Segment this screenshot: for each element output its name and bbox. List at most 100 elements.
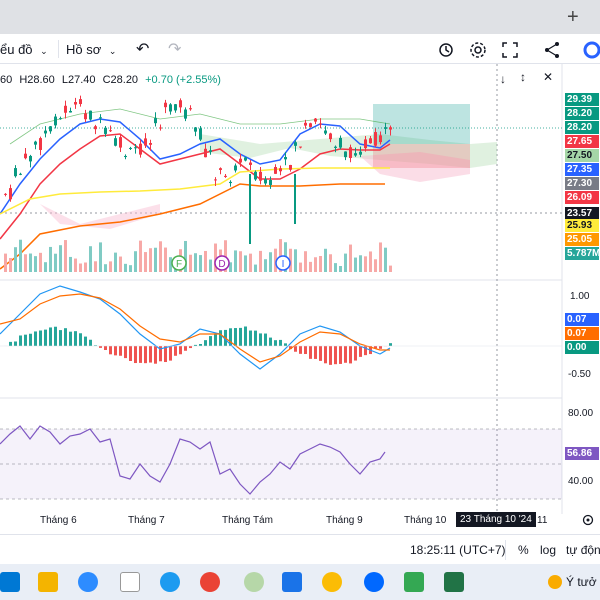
macd-histogram-bar — [124, 346, 127, 359]
arrow-down-icon[interactable]: ↓ — [500, 72, 506, 86]
volume-bar — [49, 246, 52, 272]
candle-body — [74, 102, 77, 105]
fullscreen-icon[interactable] — [500, 40, 520, 60]
candle-body — [99, 117, 102, 119]
price-label: 29.39 — [565, 93, 599, 106]
volume-bar — [304, 251, 307, 272]
volume-bar — [44, 262, 47, 272]
candle-body — [34, 141, 37, 145]
macd-histogram-bar — [209, 336, 212, 346]
ma-yellow-line — [0, 167, 390, 215]
price-label: 28.20 — [565, 121, 599, 134]
profile-menu[interactable]: Hồ sơ ⌄ — [66, 40, 116, 60]
new-tab-button[interactable]: + — [567, 6, 579, 28]
log-toggle[interactable]: log — [540, 543, 557, 557]
volume-bar — [339, 265, 342, 272]
candle-body — [184, 109, 187, 119]
candle-body — [44, 130, 47, 134]
macd-value-label: 0.07 — [565, 327, 599, 340]
windows-start-icon[interactable] — [0, 572, 20, 592]
undo-icon[interactable]: ↶ — [136, 41, 150, 58]
rsi-line — [0, 425, 386, 495]
gear-icon[interactable] — [468, 40, 488, 60]
event-marker-f[interactable]: F — [171, 255, 187, 271]
candle-body — [189, 108, 192, 110]
volume-bar — [184, 240, 187, 272]
event-marker-d[interactable]: D — [214, 255, 230, 271]
candle-body — [289, 164, 292, 170]
volume-bar — [189, 254, 192, 272]
volume-bar — [269, 252, 272, 272]
candle-body — [119, 137, 122, 148]
volume-bar — [349, 244, 352, 272]
candle-body — [349, 147, 352, 159]
macd-histogram-bar — [89, 339, 92, 346]
volume-bar — [334, 263, 337, 272]
volume-bar — [314, 257, 317, 272]
volume-bar — [379, 242, 382, 272]
candle-body — [234, 165, 237, 171]
candle-body — [294, 142, 297, 146]
zalo-icon[interactable] — [364, 572, 384, 592]
macd-histogram-bar — [299, 346, 302, 354]
macd-histogram-bar — [274, 340, 277, 346]
price-label: 27.35 — [565, 163, 599, 176]
edge-icon[interactable] — [160, 572, 180, 592]
long-position-profit-zone[interactable] — [373, 104, 470, 144]
candle-body — [334, 146, 337, 148]
legend-change: +0.70 (+2.55%) — [145, 74, 221, 86]
file-explorer-icon[interactable] — [38, 572, 58, 592]
auto-toggle[interactable]: tự động — [566, 543, 600, 557]
macd-histogram-bar — [104, 346, 107, 351]
zoom-icon[interactable] — [78, 572, 98, 592]
macd-histogram-bar — [54, 326, 57, 346]
volume-bar — [199, 255, 202, 272]
volume-bar — [144, 252, 147, 272]
weather-text[interactable]: Ý tưở — [566, 575, 597, 589]
macd-histogram-bar — [319, 346, 322, 361]
candle-body — [264, 179, 267, 184]
legend-high: H28.60 — [19, 74, 55, 86]
candle-body — [309, 123, 312, 127]
chrome-profile-icon[interactable] — [322, 572, 342, 592]
candle-body — [224, 175, 227, 177]
price-label: 27.30 — [565, 177, 599, 190]
excel-icon[interactable] — [444, 572, 464, 592]
share-icon[interactable] — [542, 40, 562, 60]
chart-menu[interactable]: ểu đồ ⌄ — [0, 40, 48, 60]
candle-body — [4, 193, 7, 195]
volume-bar — [139, 240, 142, 272]
candle-body — [229, 181, 232, 184]
volume-bar — [214, 243, 217, 272]
candle-body — [9, 188, 12, 200]
macd-signal-line — [0, 293, 390, 363]
alert-clock-icon[interactable] — [437, 40, 457, 60]
macd-histogram-bar — [324, 346, 327, 364]
gear-icon[interactable] — [581, 513, 595, 527]
weather-icon[interactable] — [548, 575, 562, 589]
drive-icon[interactable] — [404, 572, 424, 592]
macd-histogram-bar — [99, 346, 102, 348]
redo-icon[interactable]: ↷ — [168, 41, 182, 58]
volume-bar — [169, 257, 172, 272]
volume-bar — [39, 252, 42, 272]
long-position-loss-zone[interactable] — [373, 144, 470, 168]
close-icon[interactable]: ✕ — [543, 70, 554, 84]
candle-body — [359, 151, 362, 155]
collapse-icon[interactable]: ↕ — [520, 70, 526, 84]
macd-histogram-bar — [94, 345, 97, 346]
percent-toggle[interactable]: % — [518, 543, 529, 557]
candle-body — [79, 99, 82, 105]
event-marker-i[interactable]: I — [275, 255, 291, 271]
app-icon[interactable] — [282, 572, 302, 592]
clock[interactable]: 18:25:11 (UTC+7) — [410, 543, 506, 557]
price-chart[interactable]: F D I — [0, 64, 600, 534]
chrome-icon[interactable] — [200, 572, 220, 592]
chart-toolbar: ểu đồ ⌄ Hồ sơ ⌄ ↶ ↷ — [0, 34, 600, 64]
notepad-icon[interactable] — [120, 572, 140, 592]
price-label: 23.57 — [565, 207, 599, 220]
app-icon[interactable] — [244, 572, 264, 592]
macd-histogram-bar — [169, 346, 172, 361]
candle-body — [179, 100, 182, 108]
price-label: 28.20 — [565, 107, 599, 120]
